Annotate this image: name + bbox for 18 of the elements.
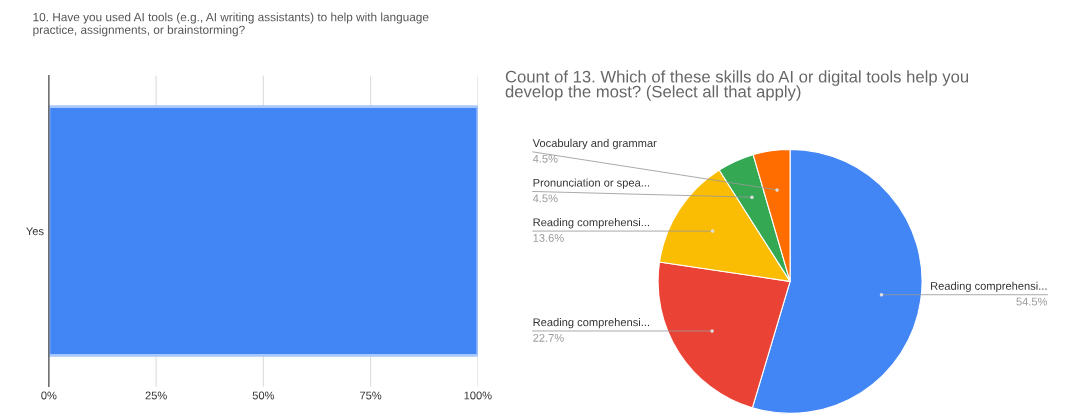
x-tick-label: 50% — [252, 391, 275, 400]
data-label: 13.6% — [533, 234, 564, 242]
x-tick-label: 0% — [41, 391, 57, 400]
chart-title: Count of 13. Which of these skills do AI or digital tools help you develop the most? (Select all that apply) — [505, 70, 969, 101]
chart-title: 10. Have you used AI tools (e.g., AI writing assistants) to help with language practice, assignments, or brainstorming? — [33, 12, 429, 37]
data-label: 4.5% — [532, 154, 558, 163]
slice-label: Reading comprehensi... — [533, 318, 649, 329]
x-tick-label: 100% — [464, 391, 492, 400]
slice-label: Pronunciation or spea... — [533, 178, 650, 189]
x-tick-label: 25% — [145, 391, 167, 400]
x-tick-label: 75% — [360, 391, 382, 400]
slice-label: Reading comprehensi... — [533, 218, 649, 229]
slice-label: Reading comprehensi... — [931, 281, 1047, 293]
slice-label: Vocabulary and grammar — [532, 138, 657, 150]
data-label: 22.7% — [533, 333, 564, 342]
y-tick-label: Yes — [26, 227, 44, 236]
data-label: 4.5% — [532, 194, 558, 203]
data-label: 54.5% — [1016, 297, 1048, 306]
